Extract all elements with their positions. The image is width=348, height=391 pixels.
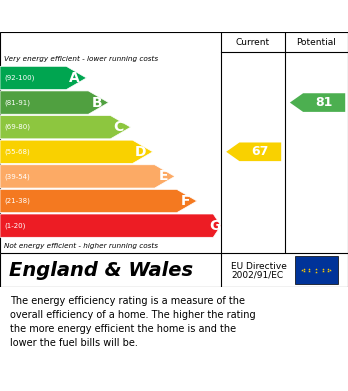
Text: E: E <box>158 169 168 183</box>
Polygon shape <box>0 214 221 237</box>
Text: Very energy efficient - lower running costs: Very energy efficient - lower running co… <box>4 56 158 62</box>
Polygon shape <box>0 189 197 213</box>
Polygon shape <box>0 91 109 114</box>
Text: F: F <box>180 194 190 208</box>
Text: (92-100): (92-100) <box>4 75 34 81</box>
Text: (81-91): (81-91) <box>4 99 30 106</box>
Polygon shape <box>0 140 153 163</box>
Text: 67: 67 <box>252 145 269 158</box>
Text: Potential: Potential <box>296 38 336 47</box>
Polygon shape <box>226 142 281 161</box>
Text: Current: Current <box>236 38 270 47</box>
Polygon shape <box>290 93 345 112</box>
Text: (55-68): (55-68) <box>4 149 30 155</box>
Text: A: A <box>69 71 80 85</box>
Text: Not energy efficient - higher running costs: Not energy efficient - higher running co… <box>4 243 158 249</box>
Text: The energy efficiency rating is a measure of the
overall efficiency of a home. T: The energy efficiency rating is a measur… <box>10 296 256 348</box>
FancyBboxPatch shape <box>0 253 348 287</box>
Text: (21-38): (21-38) <box>4 198 30 204</box>
Text: (69-80): (69-80) <box>4 124 30 131</box>
Text: C: C <box>114 120 124 134</box>
FancyBboxPatch shape <box>0 32 348 253</box>
Text: (39-54): (39-54) <box>4 173 30 179</box>
Text: 2002/91/EC: 2002/91/EC <box>231 271 284 280</box>
Text: G: G <box>210 219 221 233</box>
Text: (1-20): (1-20) <box>4 222 25 229</box>
Polygon shape <box>0 165 175 188</box>
Text: EU Directive: EU Directive <box>231 262 287 271</box>
FancyBboxPatch shape <box>295 256 338 284</box>
Text: D: D <box>135 145 147 159</box>
Text: B: B <box>92 95 102 109</box>
Text: 81: 81 <box>316 96 333 109</box>
Polygon shape <box>0 66 86 90</box>
Text: England & Wales: England & Wales <box>9 261 193 280</box>
Polygon shape <box>0 115 130 139</box>
Text: Energy Efficiency Rating: Energy Efficiency Rating <box>10 7 239 25</box>
